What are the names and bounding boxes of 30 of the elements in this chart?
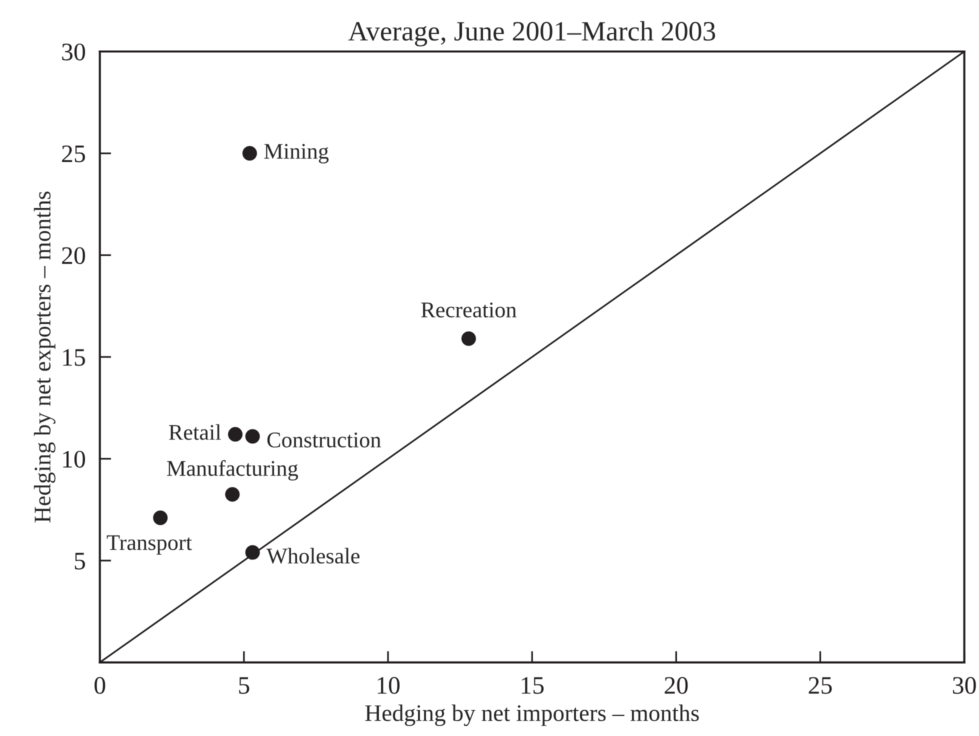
annotation: Manufacturing xyxy=(167,460,298,481)
y-axis-title: Hedging by net exporters – months xyxy=(34,192,56,523)
y-tick-label: 5 xyxy=(74,552,85,570)
x-tick-label: 10 xyxy=(378,677,400,694)
y-tick-label: 25 xyxy=(62,145,85,162)
x-tick-label: 0 xyxy=(94,677,106,694)
annotation: Recreation xyxy=(421,302,516,318)
annotation: Retail xyxy=(168,424,221,440)
point xyxy=(245,545,260,560)
annotation: Transport xyxy=(106,535,192,555)
y-tick-label: 15 xyxy=(63,349,85,366)
annotation: Construction xyxy=(267,432,381,448)
point xyxy=(461,331,476,346)
x-tick-label: 20 xyxy=(664,677,688,694)
point xyxy=(225,487,240,502)
x-tick-label: 15 xyxy=(522,677,544,694)
x-tick-label: 25 xyxy=(808,677,832,694)
point xyxy=(242,146,257,161)
y-tick-label: 30 xyxy=(62,44,86,60)
point xyxy=(228,427,243,442)
annotation: Mining xyxy=(264,144,329,164)
point xyxy=(153,510,168,526)
chart-title: Average, June 2001–March 2003 xyxy=(348,21,716,46)
y-tick-label: 20 xyxy=(62,247,86,264)
y-tick-label: 10 xyxy=(63,450,86,468)
point xyxy=(245,429,260,444)
annotation: Wholesale xyxy=(266,548,360,564)
x-tick-label: 5 xyxy=(239,677,250,694)
x-tick-label: 30 xyxy=(953,677,976,694)
x-axis-title: Hedging by net importers – months xyxy=(365,704,699,726)
